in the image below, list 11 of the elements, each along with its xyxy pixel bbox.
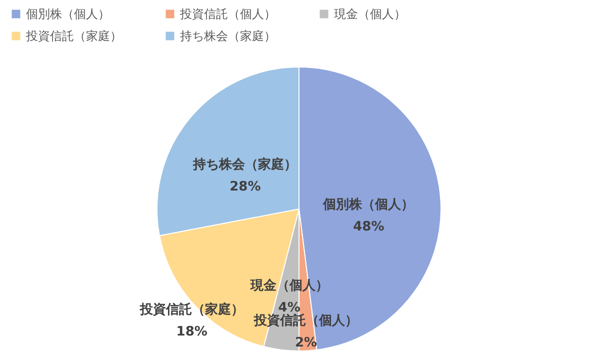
slice-label: 持ち株会（家庭）	[192, 156, 298, 172]
slice-label: 個別株（個人）	[322, 198, 414, 213]
legend-label: 投資信託（個人）	[179, 7, 276, 21]
legend-label: 投資信託（家庭）	[25, 29, 122, 43]
slice-label: 投資信託（個人）	[253, 312, 358, 328]
legend-label: 個別株（個人）	[26, 7, 110, 21]
data-label: 48%	[353, 220, 384, 235]
legend-label: 持ち株会（家庭）	[180, 29, 276, 43]
legend-label: 現金（個人）	[334, 7, 406, 21]
data-label: 28%	[230, 179, 261, 194]
data-label: 18%	[176, 324, 208, 340]
